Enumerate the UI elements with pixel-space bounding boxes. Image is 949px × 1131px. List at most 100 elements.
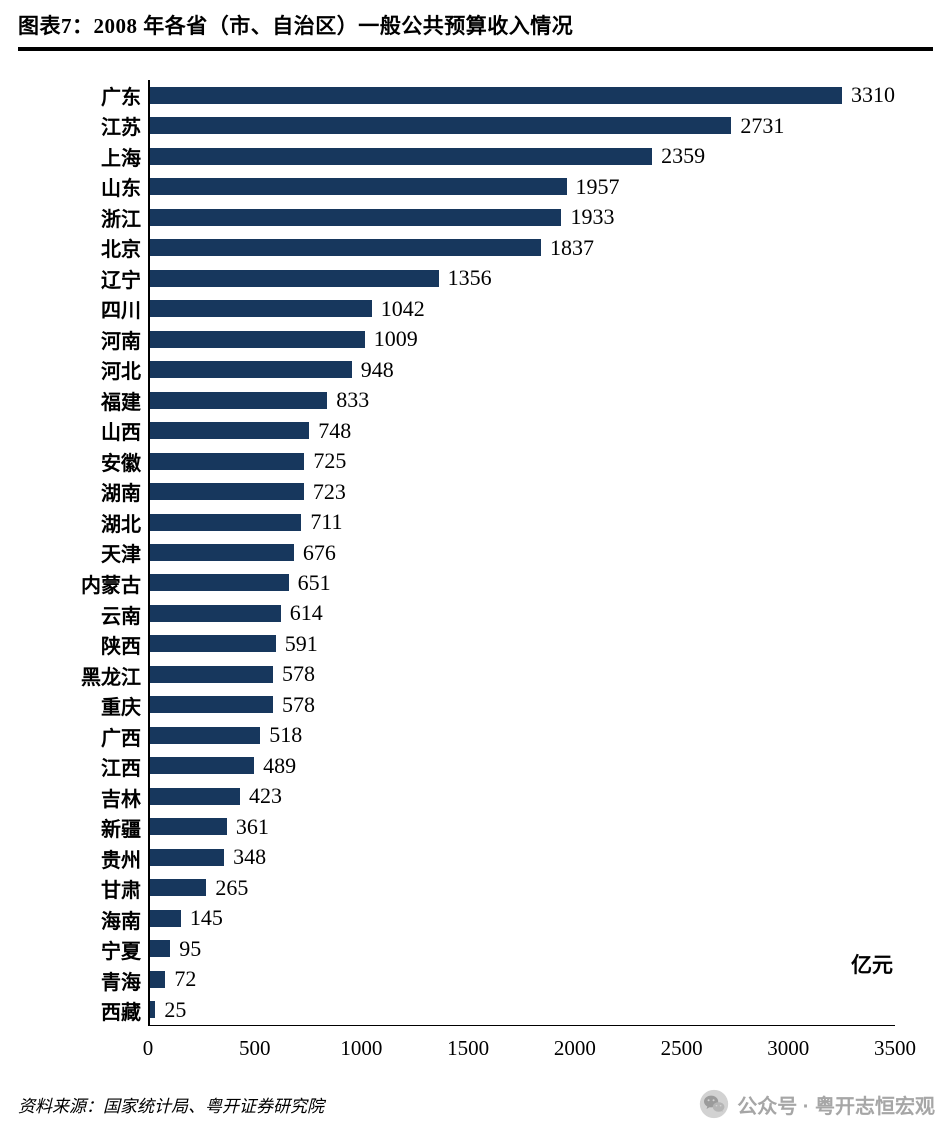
bar	[150, 909, 181, 927]
value-label: 1837	[550, 234, 595, 260]
value-label: 518	[269, 722, 303, 748]
category-label: 青海	[101, 971, 141, 994]
chart-header: 图表7：2008 年各省（市、自治区）一般公共预算收入情况	[18, 10, 933, 51]
value-label: 725	[313, 448, 347, 474]
bar	[150, 818, 227, 836]
bar	[150, 1001, 156, 1019]
x-tick-label: 500	[238, 1036, 271, 1060]
value-label: 748	[318, 417, 352, 443]
watermark-text: 公众号 · 粤开志恒宏观	[737, 1095, 935, 1118]
category-label: 宁夏	[101, 941, 141, 964]
category-label: 西藏	[101, 1002, 141, 1025]
bar	[150, 848, 225, 866]
x-axis: 0 500 1000 1500 2000 2500 3000 3500	[143, 1026, 916, 1068]
bar-row: 1957	[150, 171, 895, 201]
bar-row: 651	[150, 568, 895, 598]
value-label: 676	[302, 539, 336, 565]
category-label: 江苏	[101, 117, 141, 140]
category-label: 内蒙古	[81, 575, 141, 597]
bar	[150, 574, 289, 592]
bar	[150, 483, 304, 501]
bar	[150, 300, 372, 318]
bar-row: 578	[150, 690, 895, 720]
x-tick-label: 1500	[447, 1036, 490, 1060]
footer: 资料来源：国家统计局、粤开证券研究院 公众号 · 粤开志恒宏观	[18, 1089, 935, 1119]
bar-row: 711	[150, 507, 895, 537]
value-label: 948	[360, 356, 394, 382]
bar-row: 423	[150, 781, 895, 811]
value-label: 651	[297, 569, 331, 595]
unit-label: 亿元	[851, 953, 893, 977]
x-tick-label: 2500	[660, 1036, 703, 1060]
value-label: 711	[310, 509, 343, 535]
y-axis-labels: 广东 江苏 上海 山东 浙江 北京 辽宁 四川 河南 河北 福建 山西 安徽 湖南 湖北 天津 内蒙古 云南 陕西黑…	[55, 80, 148, 1026]
category-label: 甘肃	[101, 880, 141, 903]
value-label: 1933	[570, 204, 615, 230]
page-title: 图表7：2008 年各省（市、自治区）一般公共预算收入情况	[18, 14, 574, 38]
bar	[150, 940, 171, 958]
value-label: 2359	[661, 143, 706, 169]
x-tick-label: 3000	[767, 1036, 810, 1060]
bar-row: 145	[150, 903, 895, 933]
category-label: 安徽	[101, 452, 141, 475]
bar-row: 676	[150, 537, 895, 567]
bar-row: 361	[150, 812, 895, 842]
bar	[150, 330, 365, 348]
bar	[150, 757, 255, 775]
bar	[150, 208, 562, 226]
bar-row: 2731	[150, 110, 895, 140]
category-label: 湖南	[101, 483, 141, 506]
value-label: 348	[233, 844, 267, 870]
value-label: 723	[312, 478, 346, 504]
category-label: 广东	[101, 86, 141, 109]
category-label: 新疆	[101, 819, 141, 842]
value-label: 578	[282, 661, 316, 687]
category-label: 天津	[101, 544, 141, 567]
bar	[150, 178, 567, 196]
value-label: 25	[164, 996, 187, 1022]
value-label: 3310	[851, 82, 895, 108]
category-label: 湖北	[101, 513, 141, 536]
value-label: 578	[282, 691, 316, 717]
bar	[150, 361, 352, 379]
bar	[150, 970, 166, 988]
category-label: 贵州	[101, 849, 141, 872]
bar	[150, 604, 281, 622]
category-label: 辽宁	[101, 269, 141, 292]
bar-row: 1042	[150, 293, 895, 323]
bar	[150, 269, 439, 287]
value-label: 1042	[380, 295, 425, 321]
category-label: 上海	[101, 147, 141, 170]
category-label: 重庆	[101, 697, 141, 720]
chart-body: 广东 江苏 上海 山东 浙江 北京 辽宁 四川 河南 河北 福建 山西 安徽 湖南 湖北 天津 内蒙古 云南 陕西黑…	[55, 80, 895, 1026]
category-label: 陕西	[101, 636, 141, 659]
watermark: 公众号 · 粤开志恒宏观	[699, 1089, 935, 1119]
bar-row: 1837	[150, 232, 895, 262]
x-tick-label: 1000	[340, 1036, 383, 1060]
bar-row: 1356	[150, 263, 895, 293]
value-label: 2731	[740, 112, 785, 138]
bar-row: 2359	[150, 141, 895, 171]
category-label: 海南	[101, 910, 141, 933]
bar	[150, 117, 732, 135]
bar	[150, 696, 274, 714]
x-tick-label: 2000	[553, 1036, 596, 1060]
bar	[150, 391, 328, 409]
category-label: 四川	[101, 300, 141, 323]
category-label: 山西	[101, 422, 141, 445]
bar	[150, 665, 274, 683]
bar-row: 3310	[150, 80, 895, 110]
bar	[150, 635, 276, 653]
bar-row: 95	[150, 934, 895, 964]
value-label: 591	[284, 630, 318, 656]
bar	[150, 544, 294, 561]
category-label: 河南	[101, 330, 141, 353]
category-label: 广西	[101, 727, 141, 750]
category-label: 河北	[101, 361, 141, 384]
category-label: 山东	[101, 178, 141, 201]
category-label: 吉林	[101, 788, 141, 811]
category-label: 江西	[101, 758, 141, 781]
value-label: 72	[174, 966, 197, 992]
value-label: 489	[263, 752, 297, 778]
bar	[150, 513, 302, 531]
